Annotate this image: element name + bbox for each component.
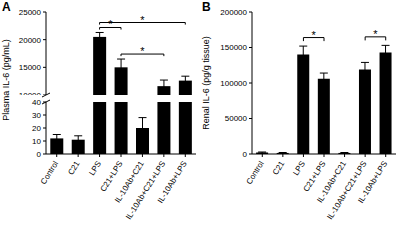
svg-text:IL-10Ab+LPS: IL-10Ab+LPS	[156, 159, 189, 204]
svg-text:20: 20	[32, 124, 41, 133]
svg-text:150000: 150000	[220, 43, 247, 52]
svg-text:IL-10Ab+C21: IL-10Ab+C21	[315, 159, 349, 205]
svg-text:IL-10Ab+C21+LPS: IL-10Ab+C21+LPS	[124, 159, 168, 222]
svg-text:0: 0	[243, 150, 248, 159]
svg-text:30: 30	[32, 111, 41, 120]
svg-text:0: 0	[37, 150, 42, 159]
svg-text:*: *	[140, 14, 145, 26]
svg-text:50000: 50000	[225, 114, 248, 123]
svg-text:LPS: LPS	[291, 159, 307, 177]
svg-text:*: *	[312, 29, 317, 41]
svg-text:C21+LPS: C21+LPS	[98, 159, 125, 194]
svg-text:100000: 100000	[220, 79, 247, 88]
svg-text:C21+LPS: C21+LPS	[301, 159, 328, 194]
svg-text:Plasma IL-6 (pg/mL): Plasma IL-6 (pg/mL)	[8, 39, 11, 121]
svg-text:A: A	[8, 0, 11, 14]
svg-text:20000: 20000	[19, 36, 42, 45]
svg-text:Control: Control	[244, 159, 265, 186]
svg-text:*: *	[108, 18, 113, 30]
svg-text:*: *	[373, 28, 378, 40]
svg-text:B: B	[202, 0, 211, 14]
svg-text:IL-10Ab+C21+LPS: IL-10Ab+C21+LPS	[325, 159, 369, 222]
svg-text:15000: 15000	[19, 63, 42, 72]
svg-text:LPS: LPS	[87, 159, 103, 177]
svg-text:10: 10	[32, 137, 41, 146]
svg-text:200000: 200000	[220, 8, 247, 17]
svg-text:Renal IL-6 (pg/g tissue): Renal IL-6 (pg/g tissue)	[201, 36, 211, 130]
svg-text:Control: Control	[39, 159, 60, 186]
svg-text:*: *	[140, 45, 145, 57]
svg-text:40: 40	[32, 100, 41, 107]
svg-text:10000: 10000	[19, 91, 42, 95]
svg-text:IL-10Ab+C21: IL-10Ab+C21	[113, 159, 146, 205]
svg-text:IL-10Ab+LPS: IL-10Ab+LPS	[356, 159, 389, 204]
svg-text:C21: C21	[271, 159, 287, 177]
svg-text:C21: C21	[66, 159, 82, 177]
svg-text:25000: 25000	[19, 8, 42, 17]
